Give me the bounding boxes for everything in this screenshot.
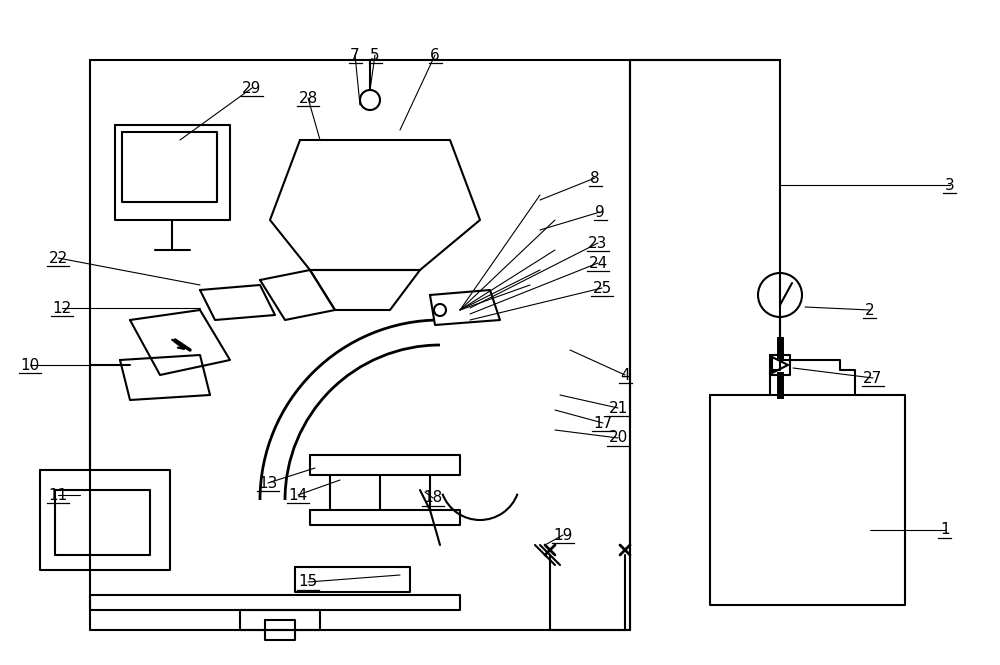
Polygon shape <box>710 395 905 605</box>
Polygon shape <box>120 355 210 400</box>
Text: 20: 20 <box>608 430 628 446</box>
Text: 18: 18 <box>423 491 443 505</box>
Text: 14: 14 <box>288 487 308 503</box>
Text: 10: 10 <box>20 358 40 372</box>
Text: 2: 2 <box>865 303 875 317</box>
Polygon shape <box>130 310 230 375</box>
Text: 6: 6 <box>430 47 440 63</box>
Polygon shape <box>200 285 275 320</box>
Text: 13: 13 <box>258 475 278 491</box>
Polygon shape <box>260 270 335 320</box>
Text: 9: 9 <box>595 205 605 219</box>
Polygon shape <box>310 270 420 310</box>
Text: 25: 25 <box>592 281 612 295</box>
Text: 15: 15 <box>298 575 318 589</box>
Text: 28: 28 <box>298 90 318 106</box>
Text: 3: 3 <box>945 178 955 192</box>
Text: 5: 5 <box>370 47 380 63</box>
Polygon shape <box>40 470 170 570</box>
Polygon shape <box>115 125 230 220</box>
Text: 8: 8 <box>590 170 600 186</box>
Polygon shape <box>295 567 410 592</box>
Text: 7: 7 <box>350 47 360 63</box>
Polygon shape <box>310 455 460 475</box>
Text: 29: 29 <box>242 80 262 96</box>
Text: 4: 4 <box>620 368 630 382</box>
Text: 23: 23 <box>588 235 608 251</box>
Text: 1: 1 <box>940 523 950 537</box>
Polygon shape <box>310 510 460 525</box>
Polygon shape <box>90 595 460 610</box>
Text: 17: 17 <box>593 416 613 430</box>
Text: 12: 12 <box>52 301 72 315</box>
Text: 24: 24 <box>588 255 608 271</box>
Text: 21: 21 <box>608 400 628 416</box>
Text: 22: 22 <box>48 251 68 265</box>
Text: 19: 19 <box>553 527 573 543</box>
Polygon shape <box>430 290 500 325</box>
Text: 11: 11 <box>48 487 68 503</box>
Text: 27: 27 <box>863 370 883 386</box>
Polygon shape <box>270 140 480 270</box>
Polygon shape <box>240 610 320 630</box>
